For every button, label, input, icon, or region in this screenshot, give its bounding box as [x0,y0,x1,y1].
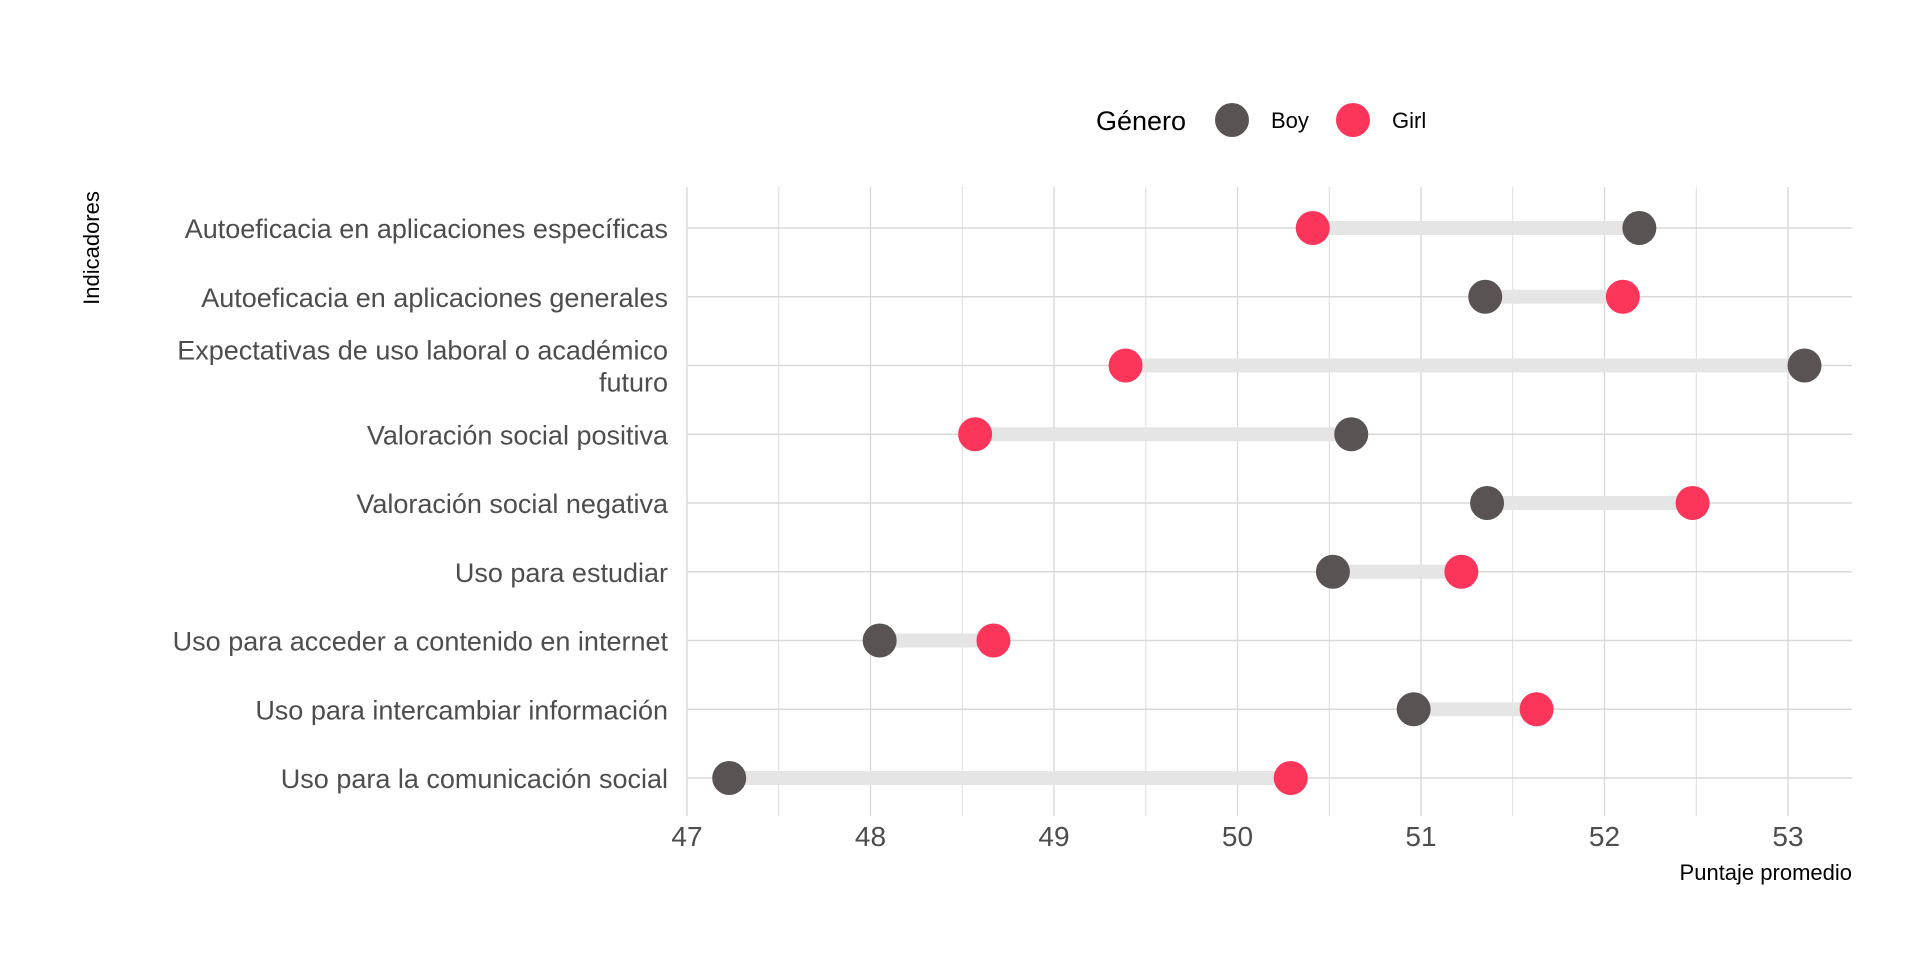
point-boy [1470,486,1505,520]
point-girl [1295,211,1330,245]
y-category-label-line: Valoración social negativa [356,489,669,519]
point-boy [1396,692,1431,727]
y-category-label: Autoeficacia en aplicaciones generales [201,283,668,313]
point-boy [862,623,897,658]
y-category-label-line: Uso para intercambiar información [255,695,668,725]
x-tick-label: 48 [855,821,886,852]
point-boy [1622,211,1657,245]
x-tick-label: 52 [1589,821,1620,852]
x-tick-label: 53 [1772,821,1803,852]
point-girl [1273,761,1308,795]
point-girl [1108,348,1143,383]
legend-label-boy: Boy [1271,108,1309,133]
dumbbell-segments [729,221,1805,785]
y-axis-title: Indicadores [79,191,104,305]
y-category-label-line: futuro [599,368,668,398]
point-girl [1605,279,1640,314]
point-boy [1334,417,1369,452]
legend-key-boy [1215,103,1249,137]
x-axis-tick-labels: 47 48 49 50 51 52 53 [671,821,1803,852]
y-category-label: Uso para la comunicación social [281,764,668,794]
point-girl [1675,486,1710,520]
y-category-label: Uso para intercambiar información [255,695,668,725]
point-girl [976,623,1011,658]
legend: Género Boy Girl [1096,103,1426,137]
y-axis-category-labels: Autoeficacia en aplicaciones específicas… [173,214,669,794]
y-category-label-line: Uso para la comunicación social [281,764,668,794]
x-tick-label: 51 [1405,821,1436,852]
y-category-label-line: Autoeficacia en aplicaciones generales [201,283,668,313]
x-axis-title: Puntaje promedio [1680,860,1852,885]
point-girl [1519,692,1554,727]
point-boy [1315,554,1350,589]
legend-title: Género [1096,106,1186,136]
legend-key-girl [1336,103,1370,137]
y-category-label-line: Uso para acceder a contenido en internet [173,627,669,657]
point-boy [712,761,747,795]
data-points [712,211,1822,795]
point-girl [958,417,993,452]
y-category-label-line: Autoeficacia en aplicaciones específicas [185,214,668,244]
point-boy [1787,348,1822,383]
x-tick-label: 47 [671,821,702,852]
y-category-label: Valoración social positiva [367,420,669,450]
y-category-label: Uso para acceder a contenido en internet [173,627,669,657]
x-tick-label: 49 [1038,821,1069,852]
point-boy [1468,279,1503,314]
y-category-label: Autoeficacia en aplicaciones específicas [185,214,668,244]
y-category-label-line: Uso para estudiar [455,558,668,588]
x-tick-label: 50 [1222,821,1253,852]
legend-label-girl: Girl [1392,108,1426,133]
y-category-label: Uso para estudiar [455,558,668,588]
y-category-label: Valoración social negativa [356,489,669,519]
y-category-label: Expectativas de uso laboral o académico f… [177,336,668,398]
y-category-label-line: Expectativas de uso laboral o académico [177,336,668,366]
point-girl [1444,554,1479,589]
y-category-label-line: Valoración social positiva [367,420,669,450]
